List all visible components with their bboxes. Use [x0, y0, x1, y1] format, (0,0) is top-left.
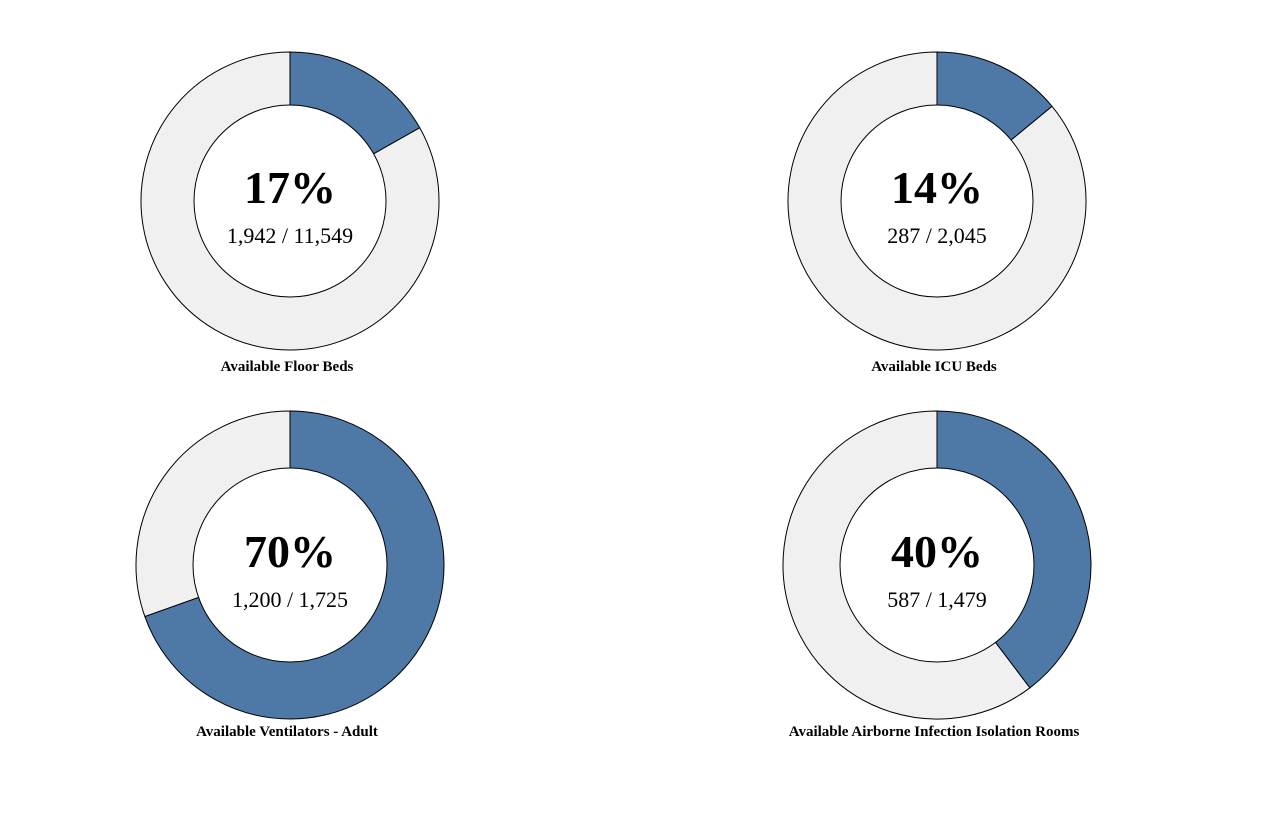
donut-slice-unavailable[interactable]: [787, 51, 1087, 351]
donut-chart-2: 14% 287 / 2,045 Available ICU Beds: [787, 51, 1087, 375]
percent-label: 40%: [891, 526, 983, 577]
chart-title: Available Airborne Infection Isolation R…: [789, 724, 1080, 740]
donut-center-hole: [193, 104, 387, 298]
chart-title: Available ICU Beds: [871, 359, 997, 375]
donut-center-hole: [192, 467, 388, 663]
count-label: 1,942 / 11,549: [227, 223, 353, 248]
donut-chart-1: 17% 1,942 / 11,549 Available Floor Beds: [140, 51, 440, 375]
chart-title: Available Ventilators - Adult: [196, 724, 378, 740]
percent-label: 14%: [891, 162, 983, 213]
donut-center-hole: [840, 104, 1034, 298]
donut-chart-3: 70% 1,200 / 1,725 Available Ventilators - …: [135, 410, 445, 740]
count-label: 1,200 / 1,725: [232, 587, 348, 612]
donut-chart-4: 40% 587 / 1,479 Available Airborne Infecti…: [782, 410, 1092, 740]
percent-label: 70%: [244, 526, 336, 577]
chart-title: Available Floor Beds: [221, 359, 354, 375]
percent-label: 17%: [244, 162, 336, 213]
donut-center-hole: [839, 467, 1035, 663]
count-label: 287 / 2,045: [887, 223, 987, 248]
count-label: 587 / 1,479: [887, 587, 987, 612]
